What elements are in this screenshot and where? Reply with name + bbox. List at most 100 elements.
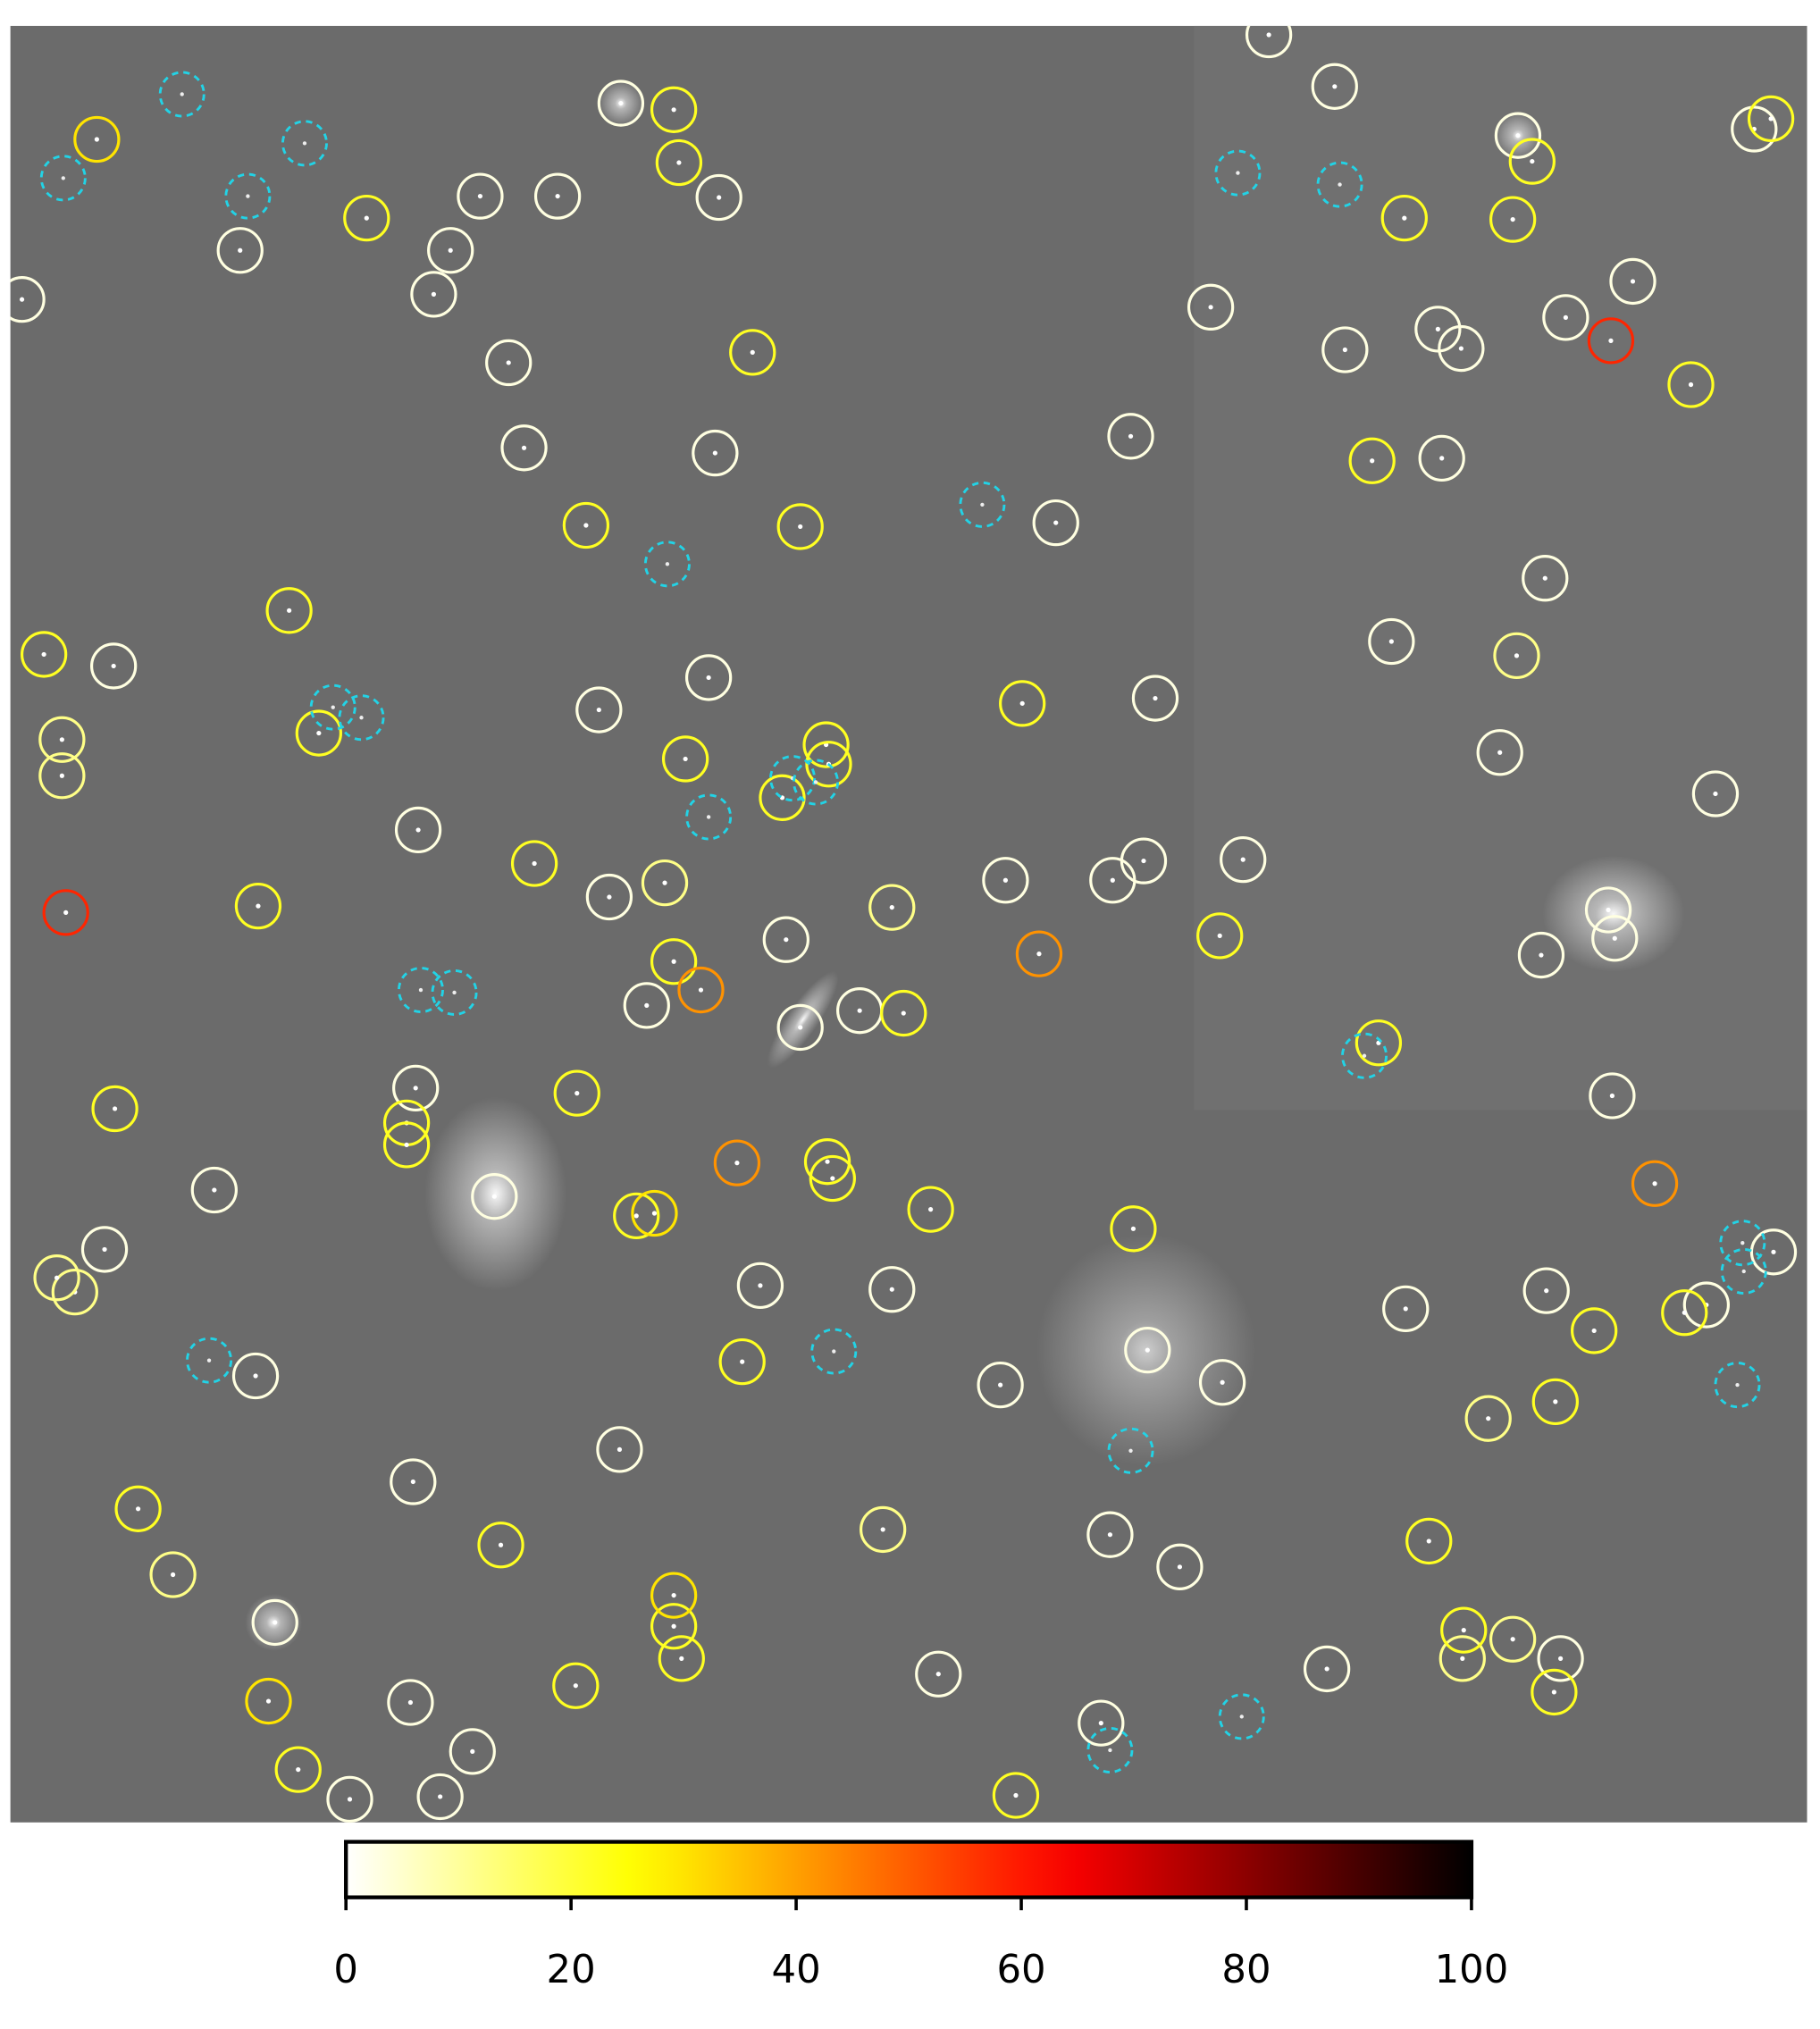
star — [1688, 381, 1694, 388]
source-circle — [149, 1551, 197, 1598]
unmatched-circle — [1107, 1427, 1154, 1474]
star — [1544, 1288, 1549, 1294]
star — [1053, 520, 1059, 525]
source-circle — [73, 115, 121, 163]
galaxy — [424, 1096, 567, 1291]
star — [1153, 695, 1158, 701]
star — [928, 1207, 934, 1212]
star — [1240, 857, 1245, 862]
unmatched-circle — [1341, 1032, 1388, 1079]
image — [10, 25, 1807, 1823]
star — [302, 141, 307, 146]
source-circle — [1355, 1019, 1403, 1067]
star — [1539, 952, 1544, 958]
source-circle — [533, 172, 582, 220]
star — [980, 502, 985, 507]
star — [256, 903, 261, 909]
galaxy — [1542, 855, 1685, 972]
star — [698, 987, 704, 993]
star — [880, 1527, 885, 1532]
unmatched-circle — [397, 967, 444, 1014]
source-circle — [1438, 324, 1485, 373]
source-circle — [1631, 1160, 1679, 1207]
source-circle — [1667, 361, 1715, 408]
source-circle — [1196, 912, 1244, 960]
source-circle — [1531, 1668, 1578, 1716]
star — [1177, 1564, 1183, 1570]
colorbar-tick-label: 80 — [1221, 1948, 1271, 1992]
star — [671, 959, 676, 964]
source-circle — [80, 1226, 129, 1273]
star — [671, 107, 676, 113]
source-circle — [762, 916, 809, 963]
source-circle — [477, 1522, 524, 1569]
source-circle — [585, 873, 633, 921]
star — [506, 360, 511, 365]
star — [1426, 1539, 1431, 1544]
star — [1652, 1181, 1657, 1186]
star — [671, 1592, 676, 1598]
source-circle — [736, 1262, 784, 1310]
star — [1606, 907, 1611, 913]
star — [1551, 1689, 1556, 1695]
source-circle — [1156, 1543, 1204, 1590]
source-circle — [677, 966, 725, 1014]
source-circle — [1245, 25, 1293, 59]
star — [798, 1025, 803, 1030]
unmatched-circle — [1720, 1247, 1767, 1295]
source-circle — [1489, 196, 1537, 243]
colorbar-axis: 0 20 40 60 80 100 — [333, 1897, 1508, 1992]
star — [180, 92, 184, 96]
star — [1713, 791, 1718, 797]
source-circle — [190, 1166, 238, 1214]
sources — [10, 25, 1798, 1823]
source-circle — [1348, 437, 1396, 484]
source-circle — [1440, 1606, 1488, 1654]
star — [438, 1794, 443, 1799]
star — [59, 737, 64, 742]
star — [521, 445, 527, 450]
source-circle — [1107, 413, 1154, 460]
source-circle — [1584, 886, 1632, 934]
source-circle — [1682, 1281, 1731, 1329]
source-circle — [650, 86, 698, 133]
star — [431, 291, 437, 297]
star — [1108, 1748, 1112, 1753]
star — [758, 1283, 763, 1288]
source-circle — [650, 1572, 698, 1619]
source-circle — [982, 857, 1029, 904]
source-circle — [1571, 1307, 1618, 1354]
star — [1110, 877, 1115, 883]
star — [706, 675, 711, 681]
star — [1609, 1093, 1615, 1099]
source-circle — [880, 989, 927, 1037]
star — [633, 1213, 639, 1219]
star — [1402, 215, 1407, 221]
colorbar-tick-label: 40 — [772, 1948, 821, 1992]
star — [1128, 1448, 1133, 1453]
source-circle — [868, 884, 916, 931]
star — [889, 904, 894, 910]
star — [1458, 346, 1464, 351]
source-circle — [809, 1154, 856, 1203]
star — [347, 1797, 353, 1802]
source-circle — [1110, 1205, 1157, 1253]
source-circle — [1086, 1511, 1134, 1558]
star — [573, 1683, 578, 1689]
star — [1530, 158, 1535, 164]
star — [1553, 1399, 1558, 1404]
star — [935, 1672, 941, 1677]
star — [1497, 750, 1503, 755]
star — [418, 987, 424, 993]
unmatched-circle — [769, 755, 817, 802]
star — [676, 160, 682, 165]
unmatched-circle — [158, 71, 205, 118]
source-circle — [631, 1189, 678, 1237]
star — [1036, 952, 1042, 957]
source-circle — [1591, 915, 1639, 962]
star — [212, 1187, 217, 1193]
source-circle — [392, 1064, 440, 1111]
star — [1141, 858, 1146, 864]
source-circle — [485, 339, 533, 387]
